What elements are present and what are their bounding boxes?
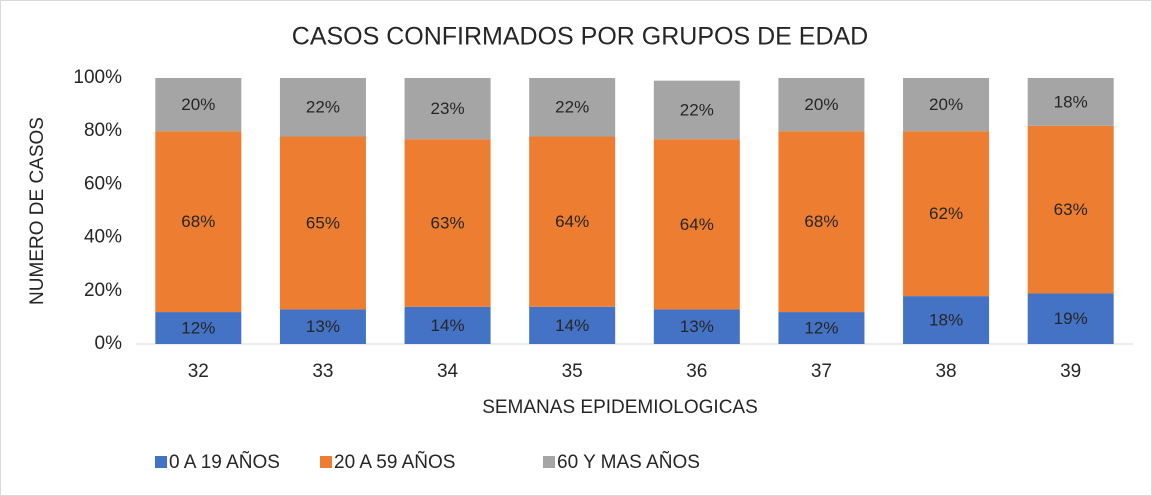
x-tick-label: 39 [1060,361,1081,382]
data-label: 20% [181,95,215,114]
data-label: 20% [804,95,838,114]
bar-segment [279,136,366,310]
x-axis-title: SEMANAS EPIDEMIOLOGICAS [482,397,758,418]
y-tick-label: 40% [84,227,122,248]
data-label: 14% [431,316,465,335]
bar-segment [903,131,990,297]
data-label: 19% [1054,309,1088,328]
legend-label: 20 A 59 AÑOS [334,451,455,473]
data-label: 62% [929,204,963,223]
bar-segment [155,131,242,313]
x-tick-label: 34 [437,361,459,382]
chart-title: CASOS CONFIRMADOS POR GRUPOS DE EDAD [292,23,868,51]
bar-segment [903,78,990,132]
bar-segment [778,131,865,313]
bar-segment [653,80,740,140]
data-label: 13% [306,317,340,336]
data-label: 12% [804,319,838,338]
bar-segment [155,78,242,132]
data-label: 65% [306,213,340,232]
data-label: 23% [431,99,465,118]
bar-segment [903,296,990,344]
data-label: 63% [1054,200,1088,219]
bar-segment [404,306,491,344]
y-tick-label: 60% [84,173,122,194]
data-label: 12% [181,319,215,338]
x-tick-label: 32 [188,361,209,382]
bar-segment [279,309,366,344]
legend-label: 0 A 19 AÑOS [169,451,280,473]
data-label: 13% [680,317,714,336]
bar-segment [529,306,616,344]
data-label: 68% [181,212,215,231]
x-tick-label: 36 [686,361,707,382]
legend-swatch [543,456,555,468]
legend-swatch [320,456,332,468]
bar-segment [529,136,616,307]
bar-segment [653,309,740,344]
bar-segment [653,139,740,310]
data-label: 22% [680,100,714,119]
x-tick-label: 35 [562,361,583,382]
data-label: 64% [555,212,589,231]
data-label: 18% [929,311,963,330]
y-tick-label: 80% [84,120,122,141]
bar-segment [778,312,865,344]
bar-segment [404,78,491,140]
bar-segment [1027,125,1114,294]
data-label: 64% [680,215,714,234]
bar-segment [155,312,242,344]
data-label: 63% [431,213,465,232]
data-label: 68% [804,212,838,231]
x-tick-label: 38 [935,361,956,382]
bar-segment [404,139,491,307]
y-axis-title: NUMERO DE CASOS [27,117,48,305]
y-tick-label: 20% [84,280,122,301]
x-tick-label: 33 [312,361,333,382]
y-tick-label: 100% [73,67,122,88]
legend-swatch [155,456,167,468]
data-label: 18% [1054,92,1088,111]
data-label: 22% [306,98,340,117]
data-label: 20% [929,95,963,114]
legend-label: 60 Y MAS AÑOS [557,451,700,473]
bar-segment [778,78,865,132]
bar-segment [529,78,616,137]
data-label: 22% [555,98,589,117]
bar-segment [279,78,366,137]
data-label: 14% [555,316,589,335]
bar-segment [1027,78,1114,126]
bar-segment [1027,293,1114,344]
x-tick-label: 37 [811,361,832,382]
y-tick-label: 0% [95,333,123,354]
